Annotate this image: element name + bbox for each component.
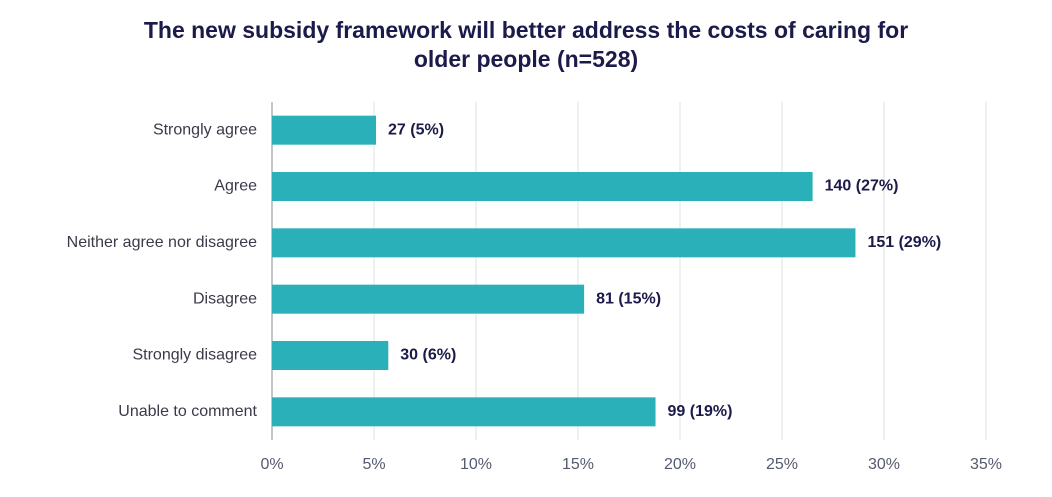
- x-tick-label: 25%: [766, 456, 798, 473]
- y-tick-label: Disagree: [193, 290, 257, 307]
- bar: [272, 397, 656, 427]
- bar: [272, 228, 856, 258]
- y-tick-label: Neither agree nor disagree: [67, 234, 257, 251]
- value-label: 140 (27%): [825, 178, 899, 195]
- bar: [272, 172, 813, 201]
- value-label: 30 (6%): [400, 347, 456, 364]
- y-tick-label: Unable to comment: [118, 403, 257, 420]
- value-label: 81 (15%): [596, 290, 661, 307]
- x-tick-label: 0%: [260, 456, 283, 473]
- value-label: 27 (5%): [388, 121, 444, 138]
- value-label: 99 (19%): [668, 403, 733, 420]
- y-tick-label: Strongly disagree: [132, 347, 257, 364]
- bar: [272, 115, 377, 145]
- y-tick-label: Strongly agree: [153, 121, 257, 138]
- x-tick-label: 30%: [868, 456, 900, 473]
- x-tick-label: 15%: [562, 456, 594, 473]
- x-tick-label: 35%: [970, 456, 1002, 473]
- chart-title: The new subsidy framework will better ad…: [143, 17, 909, 72]
- x-tick-label: 5%: [362, 456, 385, 473]
- x-tick-label: 10%: [460, 456, 492, 473]
- bar: [272, 284, 585, 314]
- value-label: 151 (29%): [867, 234, 941, 251]
- x-tick-label: 20%: [664, 456, 696, 473]
- bar: [272, 341, 389, 370]
- y-tick-label: Agree: [214, 178, 257, 195]
